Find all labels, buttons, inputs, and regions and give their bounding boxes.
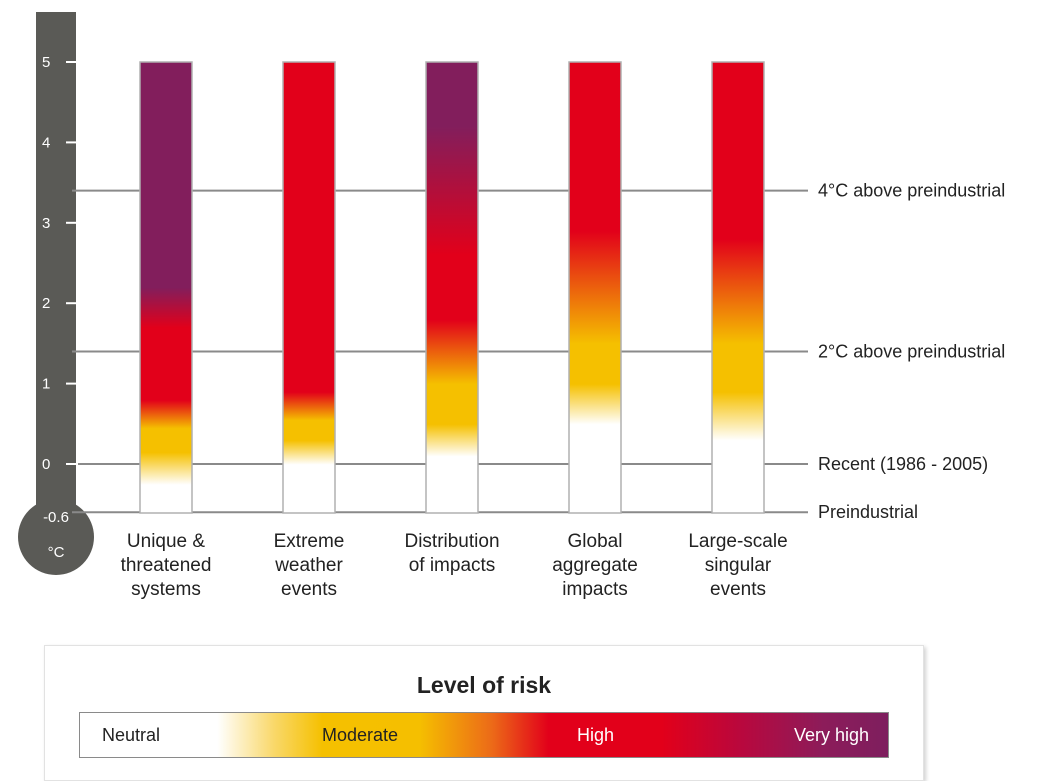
y-unit-label: °C (48, 544, 65, 561)
y-tick-label: 4 (42, 134, 50, 151)
legend-title: Level of risk (416, 672, 552, 698)
category-label: Unique & (127, 531, 205, 552)
category-label: threatened (121, 555, 212, 576)
thermometer (18, 12, 94, 575)
category-labels: Unique & threatened systems Extreme weather e… (121, 531, 788, 600)
category-label: weather (274, 555, 343, 576)
legend-gradient-bar: Neutral Moderate High Very high (79, 712, 889, 758)
category-label: aggregate (552, 555, 638, 576)
thermometer-bulb (18, 499, 94, 575)
legend-label-high: High (577, 725, 615, 745)
category-label: impacts (562, 579, 627, 600)
reference-line-labels: 4°C above preindustrial 2°C above preindu… (818, 181, 1005, 523)
y-tick-label: 1 (42, 376, 50, 393)
category-label: Extreme (274, 531, 345, 552)
y-tick-label: 5 (42, 54, 50, 71)
y-tick-label: 3 (42, 215, 50, 232)
y-tick-label: 0 (42, 456, 50, 473)
category-label: systems (131, 579, 201, 600)
reference-line-label: 2°C above preindustrial (818, 341, 1005, 361)
reference-line-label: 4°C above preindustrial (818, 181, 1005, 201)
risk-column (282, 61, 336, 514)
thermometer-stem (36, 12, 76, 532)
risk-legend: Level of risk Neutral Moderate High Very… (44, 645, 924, 781)
category-label: Large-scale (688, 531, 787, 552)
legend-label-moderate: Moderate (322, 725, 399, 745)
reference-line-label: Recent (1986 - 2005) (818, 454, 988, 474)
risk-column (568, 61, 622, 514)
risk-column (139, 61, 193, 514)
category-label: events (281, 579, 337, 600)
legend-label-very-high: Very high (794, 725, 870, 745)
reference-line-label: Preindustrial (818, 502, 918, 522)
y-axis-ticks: 5 4 3 2 1 0 -0.6 °C (42, 54, 78, 561)
category-label: Global (568, 531, 623, 552)
y-tick-label: -0.6 (43, 509, 69, 526)
y-tick-label: 2 (42, 295, 50, 312)
category-label: events (710, 579, 766, 600)
category-label: singular (705, 555, 772, 576)
risk-column (711, 61, 765, 514)
risk-columns (139, 61, 765, 514)
category-label: Distribution (404, 531, 499, 552)
category-label: of impacts (409, 555, 496, 576)
risk-chart: 5 4 3 2 1 0 -0.6 °C 4°C above preindustrial 2°C … (18, 12, 1005, 600)
risk-column (425, 61, 479, 514)
legend-label-neutral: Neutral (102, 725, 161, 745)
